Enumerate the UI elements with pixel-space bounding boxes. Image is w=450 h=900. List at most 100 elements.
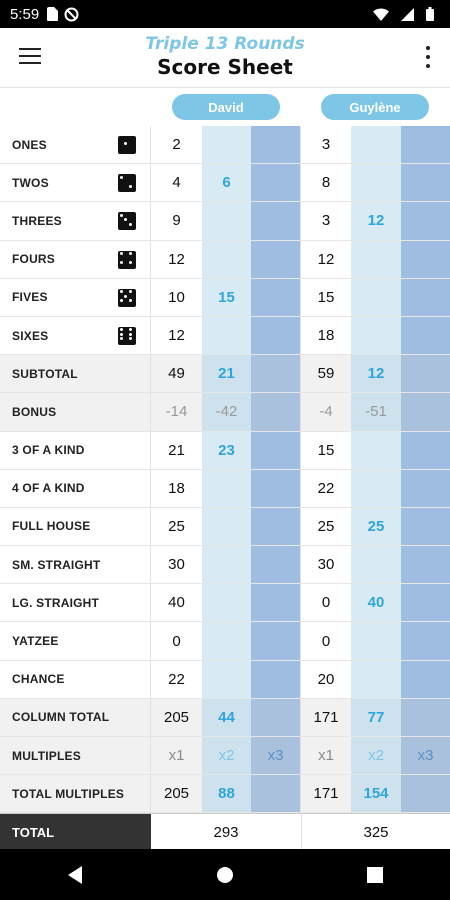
score-cell-david-1[interactable]: 12 [168,327,185,345]
score-cell-david-2[interactable] [202,622,251,660]
score-cell-david-3[interactable] [251,316,301,355]
score-cell-guylene-2[interactable]: 77 [351,698,401,736]
score-cell-guylene-3[interactable] [401,278,450,316]
more-vert-icon[interactable] [424,46,432,68]
score-cell-david-1[interactable]: 205 [151,775,202,813]
score-cell-david-3[interactable] [251,278,301,316]
score-cell-guylene-2[interactable] [351,622,401,660]
score-cell-guylene-2[interactable]: 25 [351,507,401,546]
score-cell-david-3[interactable] [251,660,301,698]
score-cell-david-3[interactable] [251,431,301,469]
score-cell-david-2[interactable] [202,316,251,355]
score-cell-guylene-2[interactable]: 154 [351,775,401,813]
score-cell-david-1[interactable]: 2 [172,136,181,154]
score-cell-david-2[interactable]: 44 [202,698,251,736]
score-cell-guylene-2[interactable]: 40 [351,584,401,622]
score-cell-guylene-3[interactable] [401,164,450,202]
score-cell-david-1[interactable]: x1 [151,737,202,775]
score-cell-david-3[interactable] [251,393,301,431]
score-cell-david-1[interactable]: 10 [168,288,185,306]
score-cell-guylene-2[interactable] [351,660,401,698]
score-cell-david-3[interactable] [251,469,301,507]
score-cell-guylene-1[interactable]: 3 [321,212,331,230]
score-cell-guylene-2[interactable]: 12 [351,355,401,393]
score-cell-guylene-1[interactable]: 3 [321,136,331,154]
score-cell-david-2[interactable] [202,469,251,507]
score-cell-guylene-1[interactable]: 171 [301,698,351,736]
score-cell-guylene-1[interactable]: 0 [321,632,331,650]
score-cell-david-2[interactable] [202,660,251,698]
score-cell-guylene-2[interactable] [351,469,401,507]
score-cell-guylene-3[interactable] [401,546,450,584]
score-cell-guylene-3[interactable] [401,355,450,393]
score-cell-david-3[interactable] [251,355,301,393]
score-cell-guylene-3[interactable] [401,126,450,164]
score-cell-guylene-3[interactable] [401,431,450,469]
score-cell-david-1[interactable]: 21 [168,441,185,459]
score-cell-david-3[interactable] [251,622,301,660]
score-cell-guylene-1[interactable]: 22 [317,479,335,497]
hamburger-menu-icon[interactable] [19,48,41,66]
score-cell-guylene-2[interactable] [351,240,401,278]
score-cell-david-1[interactable]: 18 [168,479,185,497]
score-cell-guylene-3[interactable] [401,393,450,431]
score-cell-guylene-2[interactable] [351,316,401,355]
score-cell-guylene-2[interactable]: -51 [351,393,401,431]
score-cell-david-3[interactable] [251,775,301,813]
score-cell-david-2[interactable]: 15 [202,278,251,316]
score-cell-david-2[interactable]: -42 [202,393,251,431]
score-cell-guylene-3[interactable]: x3 [401,737,450,775]
score-cell-guylene-1[interactable]: 15 [317,288,335,306]
score-cell-david-1[interactable]: -14 [151,393,202,431]
score-cell-guylene-1[interactable]: 8 [321,174,331,192]
score-cell-guylene-1[interactable]: 12 [317,250,335,268]
score-cell-guylene-2[interactable] [351,278,401,316]
score-cell-david-3[interactable] [251,126,301,164]
score-cell-guylene-3[interactable] [401,660,450,698]
score-cell-david-1[interactable]: 12 [168,250,185,268]
score-cell-david-3[interactable] [251,584,301,622]
score-cell-guylene-3[interactable] [401,698,450,736]
score-cell-david-1[interactable]: 0 [172,632,181,650]
score-cell-guylene-2[interactable] [351,126,401,164]
score-cell-david-1[interactable]: 30 [168,556,185,574]
home-icon[interactable] [201,855,249,895]
score-cell-guylene-1[interactable]: 20 [317,670,335,688]
score-cell-david-1[interactable]: 205 [151,698,202,736]
score-cell-guylene-1[interactable]: 59 [301,355,351,393]
score-cell-guylene-3[interactable] [401,507,450,546]
score-cell-guylene-2[interactable] [351,546,401,584]
score-cell-david-1[interactable]: 22 [168,670,185,688]
back-icon[interactable] [51,855,99,895]
score-cell-guylene-1[interactable]: -4 [301,393,351,431]
score-cell-guylene-1[interactable]: x1 [301,737,351,775]
score-cell-guylene-1[interactable]: 30 [317,556,335,574]
score-cell-guylene-3[interactable] [401,584,450,622]
score-cell-guylene-2[interactable]: x2 [351,737,401,775]
score-cell-david-3[interactable] [251,202,301,240]
score-cell-guylene-1[interactable]: 171 [301,775,351,813]
score-cell-david-2[interactable] [202,507,251,546]
player-pill-david[interactable]: David [172,94,280,120]
score-cell-guylene-3[interactable] [401,469,450,507]
score-cell-guylene-1[interactable]: 0 [321,594,331,612]
score-cell-guylene-1[interactable]: 25 [317,517,335,535]
score-cell-david-2[interactable]: x2 [202,737,251,775]
score-cell-david-3[interactable] [251,507,301,546]
score-cell-david-1[interactable]: 4 [172,174,181,192]
score-cell-guylene-3[interactable] [401,775,450,813]
score-cell-david-3[interactable] [251,240,301,278]
score-cell-guylene-3[interactable] [401,622,450,660]
score-cell-david-3[interactable]: x3 [251,737,301,775]
score-cell-david-2[interactable] [202,202,251,240]
score-cell-david-1[interactable]: 25 [168,517,185,535]
score-cell-guylene-1[interactable]: 15 [317,441,335,459]
recents-icon[interactable] [351,855,399,895]
score-cell-guylene-2[interactable] [351,164,401,202]
score-cell-david-3[interactable] [251,546,301,584]
score-cell-david-2[interactable]: 21 [202,355,251,393]
score-cell-david-3[interactable] [251,164,301,202]
score-cell-david-2[interactable]: 6 [202,164,251,202]
score-cell-guylene-2[interactable]: 12 [351,202,401,240]
player-pill-guylene[interactable]: Guylène [321,94,429,120]
